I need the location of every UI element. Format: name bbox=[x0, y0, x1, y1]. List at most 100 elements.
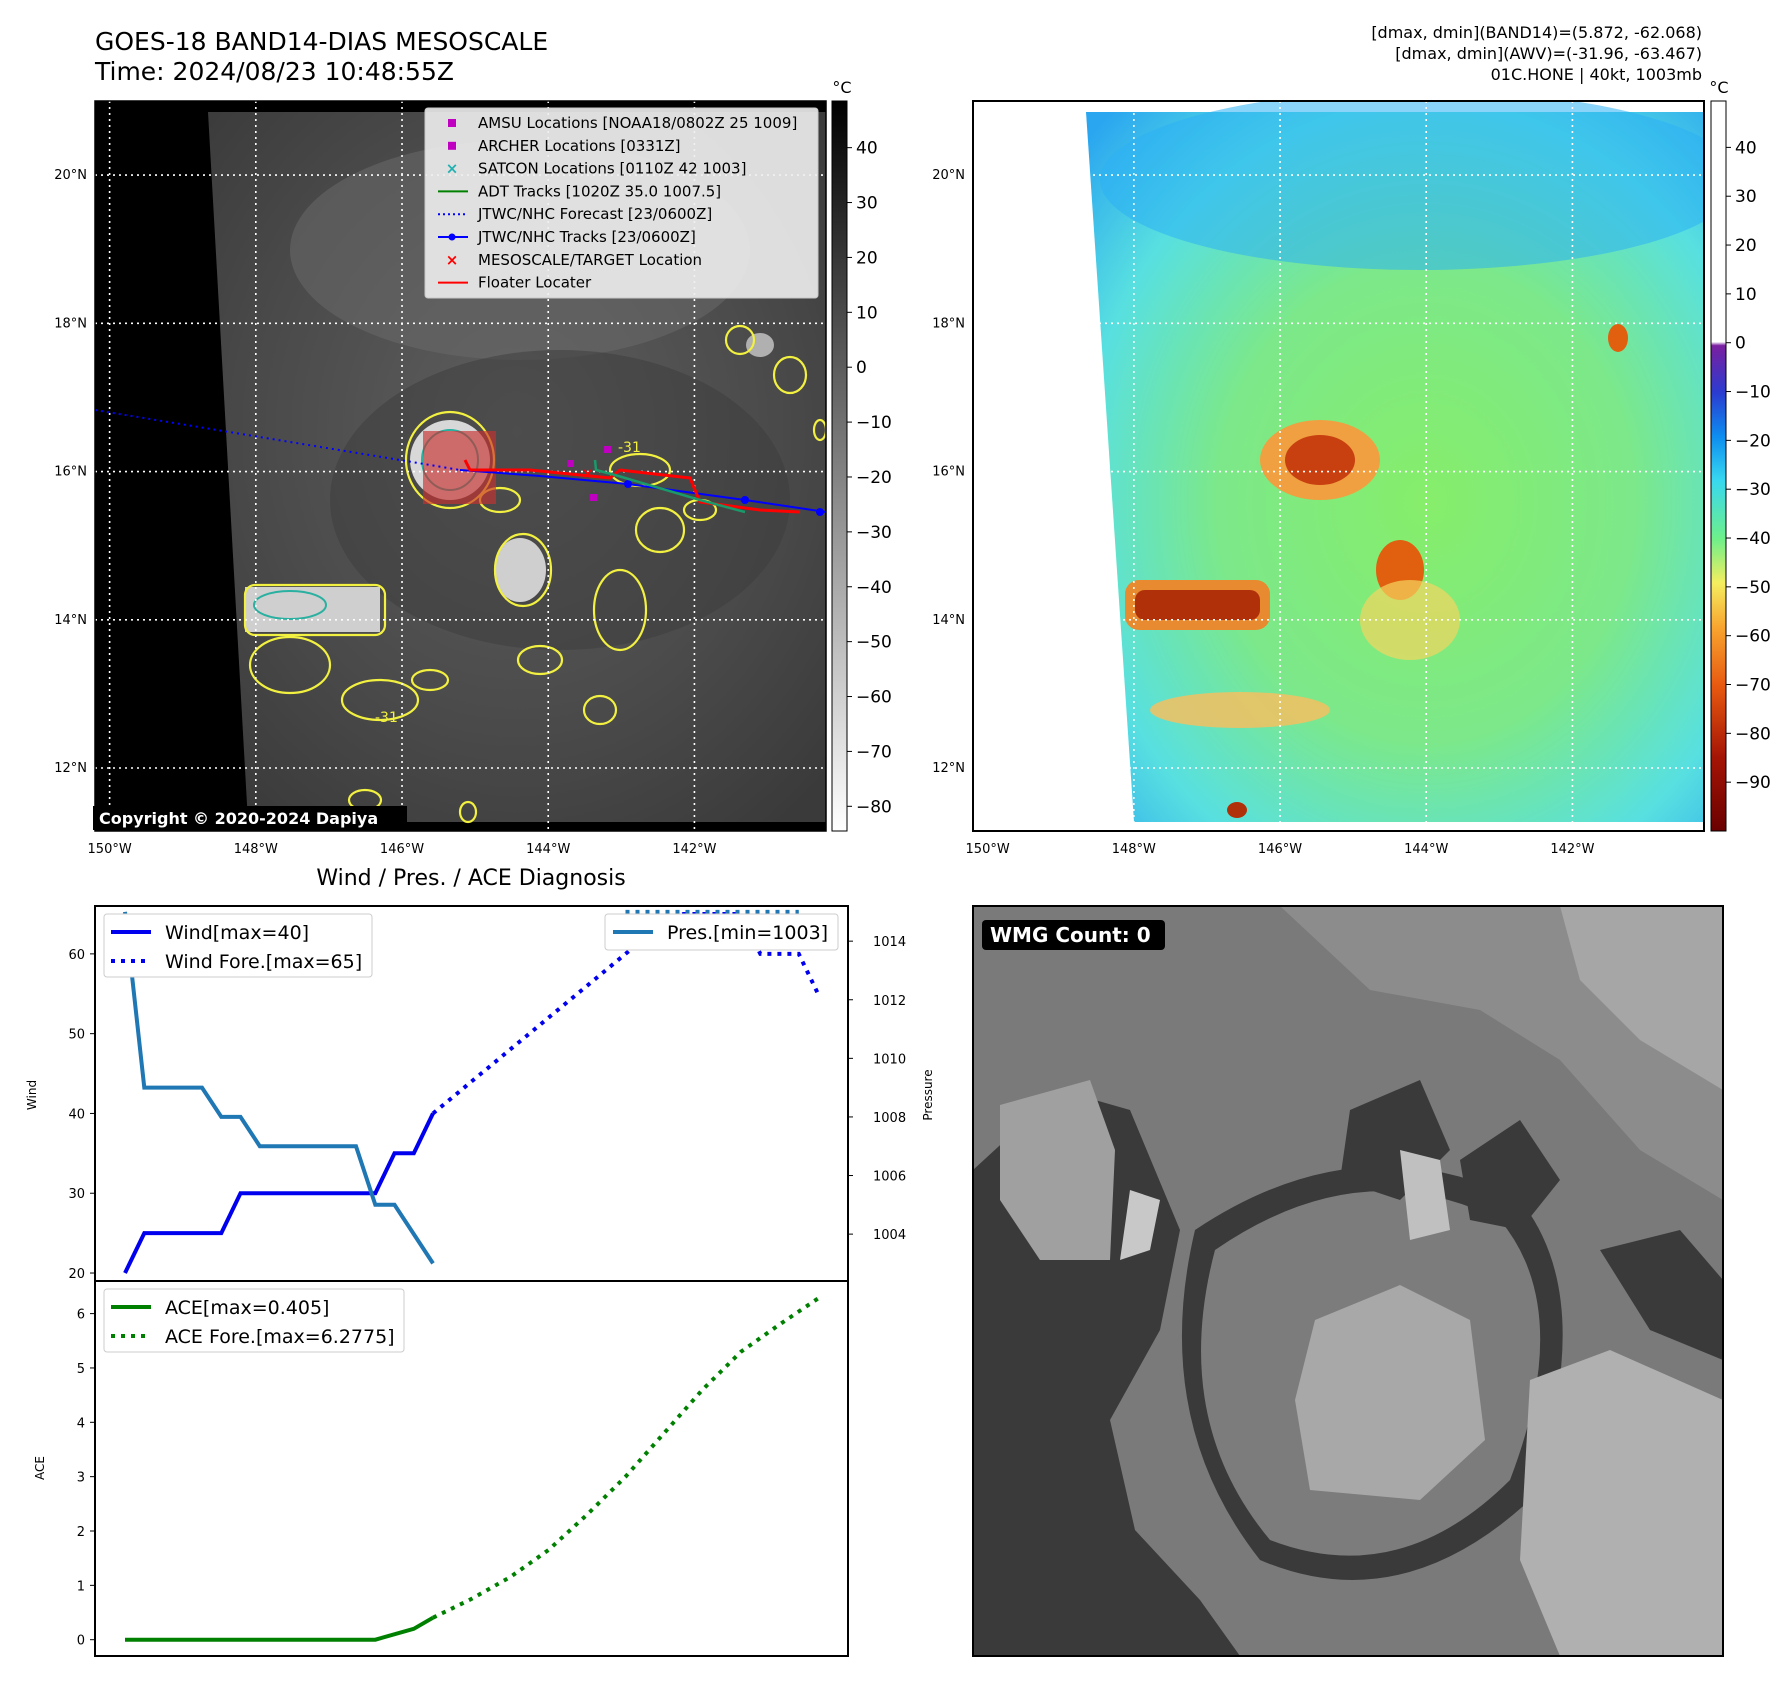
ace-forecast-legend-label: ACE Fore.[max=6.2775] bbox=[165, 1326, 395, 1348]
wv-map-frame bbox=[972, 100, 1705, 832]
wmg-light-region bbox=[1520, 1350, 1723, 1656]
jtwc-track-point bbox=[624, 480, 632, 488]
colorbar-tick-label: 30 bbox=[1735, 187, 1757, 207]
wmg-count-label: WMG Count: 0 bbox=[990, 923, 1151, 947]
wmg-count-badge bbox=[982, 920, 1165, 950]
ace-legend: ACE[max=0.405] ACE Fore.[max=6.2775] bbox=[103, 1288, 405, 1353]
wind-tick-label: 40 bbox=[68, 1107, 85, 1122]
wind-pressure-chart: 60 50 40 30 20 1014 1012 1010 1008 1006 1004 Wind … bbox=[25, 905, 935, 1282]
diagnosis-title: Wind / Pres. / ACE Diagnosis bbox=[316, 866, 625, 891]
colorbar-tick-label: −60 bbox=[1735, 627, 1771, 647]
info-band14-range: [dmax, dmin](BAND14)=(5.872, -62.068) bbox=[1371, 23, 1702, 42]
ir-colorbar-gradient bbox=[831, 100, 848, 832]
map-lat-tick-label: 16°N bbox=[54, 465, 87, 480]
map-lon-tick-label: 150°W bbox=[88, 842, 132, 857]
page-timestamp: Time: 2024/08/23 10:48:55Z bbox=[94, 57, 454, 86]
legend-item-label: ARCHER Locations [0331Z] bbox=[478, 137, 681, 155]
colorbar-tick-label: −10 bbox=[856, 413, 892, 433]
legend-dot-icon bbox=[448, 233, 456, 241]
legend-item-label: MESOSCALE/TARGET Location bbox=[478, 251, 702, 269]
pressure-legend: Pres.[min=1003] bbox=[604, 913, 839, 951]
copyright-text: Copyright © 2020-2024 Dapiya bbox=[99, 809, 378, 828]
ir-colorbar-unit: °C bbox=[832, 78, 851, 97]
map-lon-tick-label: 148°W bbox=[234, 842, 278, 857]
wind-legend-label: Wind[max=40] bbox=[165, 922, 309, 944]
ace-legend-box bbox=[103, 1288, 405, 1353]
wv-moist-band bbox=[1360, 580, 1460, 660]
wv-moist-core bbox=[1227, 802, 1247, 818]
map-lat-tick-label: 18°N bbox=[54, 316, 87, 331]
pressure-legend-label: Pres.[min=1003] bbox=[667, 922, 828, 944]
jtwc-track-point bbox=[816, 508, 824, 516]
wind-series-line bbox=[431, 912, 820, 1115]
colorbar-tick-label: 0 bbox=[1735, 334, 1746, 354]
colorbar-tick-label: 10 bbox=[856, 303, 878, 323]
ir-map-panel: -31 -31 × Copyright © 2020-2024 Dapiya A… bbox=[93, 100, 827, 832]
wv-moist-core bbox=[1135, 590, 1260, 620]
colorbar-tick-label: −30 bbox=[856, 523, 892, 543]
colorbar-tick-label: −20 bbox=[1735, 431, 1771, 451]
jtwc-track-point bbox=[741, 496, 749, 504]
ace-tick-label: 6 bbox=[77, 1308, 85, 1323]
pressure-tick-label: 1004 bbox=[873, 1228, 906, 1243]
colorbar-tick-label: −90 bbox=[1735, 773, 1771, 793]
wind-tick-label: 30 bbox=[68, 1187, 85, 1202]
wind-series-line bbox=[123, 1112, 435, 1274]
wind-tick-label: 50 bbox=[68, 1028, 85, 1043]
ace-tick-label: 3 bbox=[77, 1471, 85, 1486]
wmg-bright-core bbox=[1295, 1285, 1485, 1500]
legend-item-label: AMSU Locations [NOAA18/0802Z 25 1009] bbox=[478, 114, 797, 132]
wmg-panel: WMG Count: 0 bbox=[972, 905, 1724, 1657]
colorbar-tick-label: −50 bbox=[1735, 578, 1771, 598]
wmg-bright-region bbox=[1000, 1080, 1115, 1260]
wv-map-gridlines bbox=[973, 101, 1704, 831]
target-location-marker: × bbox=[582, 466, 594, 482]
wind-forecast-legend-label: Wind Fore.[max=65] bbox=[165, 951, 362, 973]
legend-item-label: SATCON Locations [0110Z 42 1003] bbox=[478, 160, 746, 178]
legend-item-label: JTWC/NHC Tracks [23/0600Z] bbox=[477, 228, 696, 246]
legend-x-icon: × bbox=[446, 251, 459, 269]
colorbar-tick-label: −50 bbox=[856, 633, 892, 653]
legend-item-label: ADT Tracks [1020Z 35.0 1007.5] bbox=[478, 182, 721, 200]
legend-x-icon: × bbox=[446, 160, 459, 178]
pressure-tick-label: 1010 bbox=[873, 1052, 906, 1067]
wind-legend-box bbox=[103, 913, 373, 978]
copyright-box bbox=[93, 806, 407, 830]
ace-tick-label: 0 bbox=[77, 1634, 85, 1649]
contour-value-label: -31 bbox=[618, 440, 641, 456]
amsu-location-marker bbox=[567, 460, 574, 467]
wmg-dark-region bbox=[1460, 1120, 1560, 1230]
map-lat-tick-label: 14°N bbox=[932, 613, 965, 628]
ace-chart: 6 5 4 3 2 1 0 ACE ACE[max=0.405] ACE Fore.[max… bbox=[33, 1280, 849, 1657]
colorbar-tick-label: 20 bbox=[1735, 236, 1757, 256]
ir-convection-core bbox=[746, 333, 774, 357]
map-lon-tick-label: 146°W bbox=[1258, 842, 1302, 857]
map-lon-tick-label: 142°W bbox=[1550, 842, 1594, 857]
adt-track bbox=[593, 459, 746, 514]
wv-moist-core bbox=[1608, 324, 1628, 352]
wv-image-swath bbox=[1086, 112, 1704, 822]
ir-map-axes: 150°W 148°W 146°W 144°W 142°W 20°N 18°N 16°N 14°… bbox=[54, 168, 716, 857]
colorbar-tick-label: −80 bbox=[1735, 724, 1771, 744]
map-lat-tick-label: 16°N bbox=[932, 465, 965, 480]
map-lon-tick-label: 144°W bbox=[1404, 842, 1448, 857]
colorbar-tick-label: 0 bbox=[856, 358, 867, 378]
colorbar-tick-label: −30 bbox=[1735, 480, 1771, 500]
map-lon-tick-label: 144°W bbox=[526, 842, 570, 857]
ace-tick-label: 2 bbox=[77, 1525, 85, 1540]
contour-value-label: -31 bbox=[375, 710, 398, 726]
ace-series-line bbox=[125, 1615, 435, 1642]
wv-map-axes: 150°W 148°W 146°W 144°W 142°W 20°N 18°N 16°N 14°… bbox=[932, 168, 1594, 857]
wv-colorbar: °C 40 30 20 10 0 −10 −20 −30 −40 −50 −60 −70 −80 −90 bbox=[1709, 78, 1771, 832]
map-lon-tick-label: 150°W bbox=[966, 842, 1010, 857]
map-lat-tick-label: 20°N bbox=[932, 168, 965, 183]
ace-series-line bbox=[432, 1296, 820, 1620]
colorbar-tick-label: 30 bbox=[856, 194, 878, 214]
mesoscale-target-box bbox=[423, 431, 496, 504]
wmg-light-region bbox=[1560, 906, 1723, 1090]
colorbar-tick-label: 40 bbox=[856, 139, 878, 159]
legend-square-icon bbox=[448, 141, 456, 150]
ace-legend-label: ACE[max=0.405] bbox=[165, 1297, 329, 1319]
wmg-bright-patch bbox=[1120, 1190, 1160, 1260]
